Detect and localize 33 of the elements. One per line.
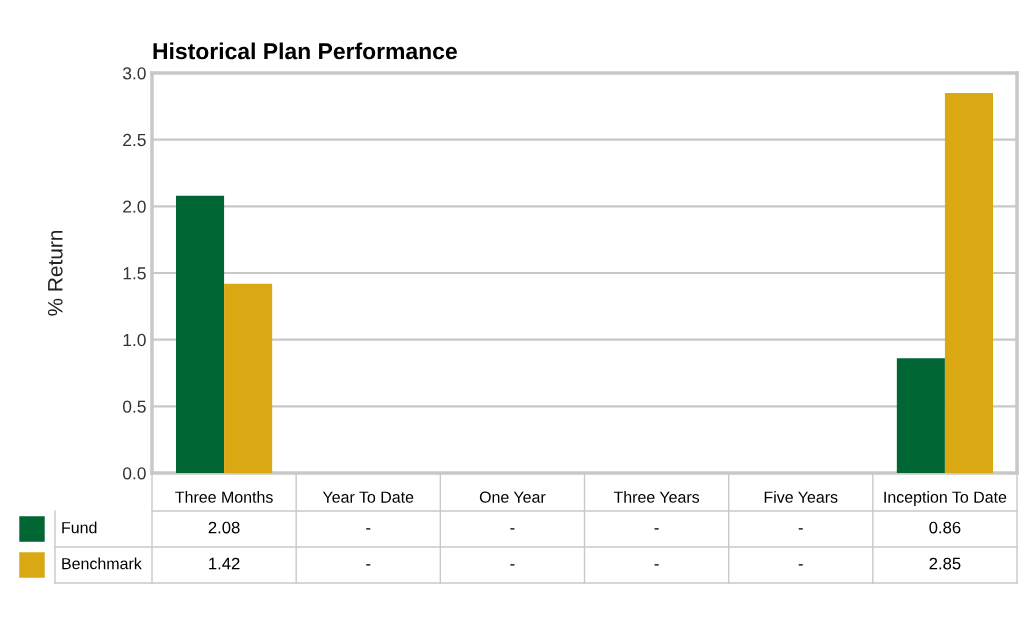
y-tick-label: 3.0 <box>122 67 146 80</box>
bar <box>944 93 993 473</box>
text: - <box>798 564 803 566</box>
text: - <box>798 528 803 530</box>
data-label: 1.42 <box>209 557 240 570</box>
y-tick-label: 1.0 <box>123 333 146 347</box>
text: - <box>654 564 659 566</box>
bar <box>224 283 273 473</box>
x-tick-label: One Year <box>479 491 546 503</box>
data-label: 2.85 <box>929 557 961 570</box>
text: - <box>366 528 371 530</box>
bar <box>176 195 225 473</box>
data-label: 0.86 <box>929 521 961 534</box>
x-tick-label: Three Months <box>175 491 273 503</box>
y-tick-label: 2.0 <box>123 200 146 213</box>
x-tick-label: Five Years <box>764 491 838 503</box>
text: - <box>510 564 515 566</box>
y-tick-label: 2.5 <box>123 133 146 147</box>
y-tick-label: 0.0 <box>122 467 146 480</box>
x-tick-label: Inception To Date <box>884 491 1007 506</box>
y-tick-label: 0.5 <box>122 400 146 413</box>
y-axis-title: % Return <box>47 230 63 316</box>
y-tick-label: 1.5 <box>123 267 146 280</box>
text: - <box>510 528 515 530</box>
text: - <box>654 528 659 530</box>
chart-title: Historical Plan Performance <box>153 42 457 60</box>
bar <box>896 358 945 473</box>
legend-label: Benchmark <box>62 557 142 570</box>
data-label: 2.08 <box>208 521 240 534</box>
text: - <box>366 564 371 566</box>
legend-label: Fund <box>62 521 97 534</box>
x-tick-label: Three Years <box>613 491 700 503</box>
x-tick-label: Year To Date <box>322 491 414 503</box>
